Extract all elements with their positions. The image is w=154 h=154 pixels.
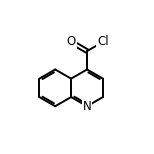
Text: O: O (67, 35, 76, 48)
Text: Cl: Cl (97, 35, 109, 48)
Text: N: N (83, 100, 91, 113)
